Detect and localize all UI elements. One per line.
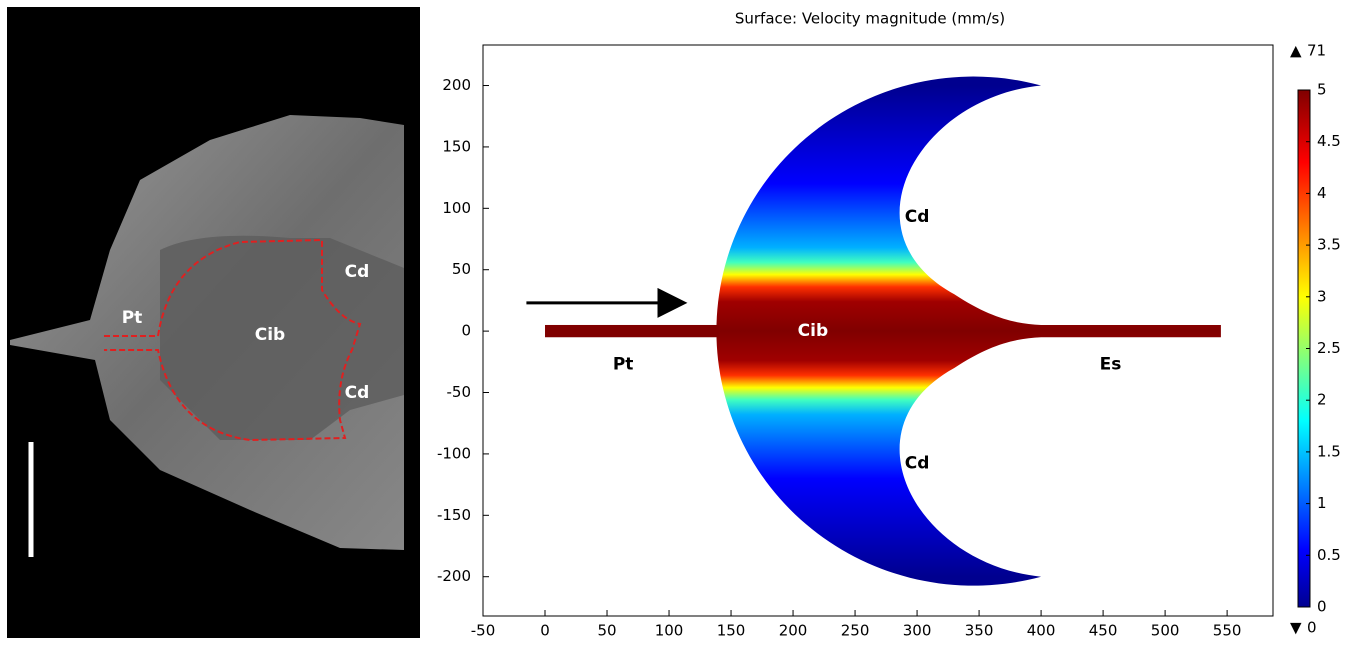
chamber-outline [104,238,362,442]
inlet-channel [545,324,719,338]
chart-title: Surface: Velocity magnitude (mm/s) [735,10,1005,28]
x-tick-label: 550 [1213,622,1242,640]
sem-label: Cd [345,383,370,403]
region-label: Cib [798,321,828,341]
max-marker: ▲ [1290,42,1302,60]
x-tick-label: 250 [841,622,870,640]
y-tick-label: 0 [461,322,471,340]
x-tick-label: 450 [1089,622,1118,640]
x-tick-label: 0 [540,622,550,640]
x-tick-label: 400 [1027,622,1056,640]
colorbar-tick-label: 4.5 [1317,132,1341,150]
y-tick-label: 150 [442,137,471,155]
sem-chamber [160,235,404,440]
colorbar-min: 0 [1307,619,1317,637]
y-tick-label: -100 [437,444,471,462]
colorbar-tick-label: 0.5 [1317,546,1341,564]
colorbar-tick-label: 0 [1317,598,1327,616]
sem-label: Cib [255,325,285,345]
colorbar-tick-label: 4 [1317,184,1327,202]
sem-label: Pt [122,308,143,328]
y-tick-label: -200 [437,567,471,585]
y-tick-label: -150 [437,506,471,524]
x-tick-label: 350 [965,622,994,640]
region-label: Cd [905,207,930,227]
colorbar-max: 71 [1307,42,1326,60]
y-tick-label: 50 [452,260,471,278]
colorbar-tick-label: 5 [1317,81,1327,99]
colorbar-tick-label: 3.5 [1317,236,1341,254]
colorbar-tick-label: 1.5 [1317,442,1341,460]
y-tick-label: 200 [442,76,471,94]
colorbar-tick-label: 3 [1317,287,1327,305]
colorbar-tick-label: 2 [1317,391,1327,409]
y-tick-label: 100 [442,199,471,217]
plot-frame [482,44,1274,617]
x-tick-label: 150 [717,622,746,640]
x-tick-label: 300 [903,622,932,640]
y-tick-label: -50 [447,383,472,401]
colorbar-tick-label: 1 [1317,494,1327,512]
region-label: Es [1100,354,1122,374]
x-tick-label: 500 [1151,622,1180,640]
x-tick-label: 200 [779,622,808,640]
flow-domain [716,76,1221,586]
min-marker: ▼ [1290,619,1302,637]
colorbar-tick-label: 2.5 [1317,339,1341,357]
x-tick-label: -50 [471,622,496,640]
x-tick-label: 50 [597,622,616,640]
sem-label: Cd [345,262,370,282]
region-label: Pt [613,354,634,374]
sem-panel: Pt Cib Cd Cd [7,7,420,638]
x-tick-label: 100 [655,622,684,640]
region-label: Cd [905,454,930,474]
